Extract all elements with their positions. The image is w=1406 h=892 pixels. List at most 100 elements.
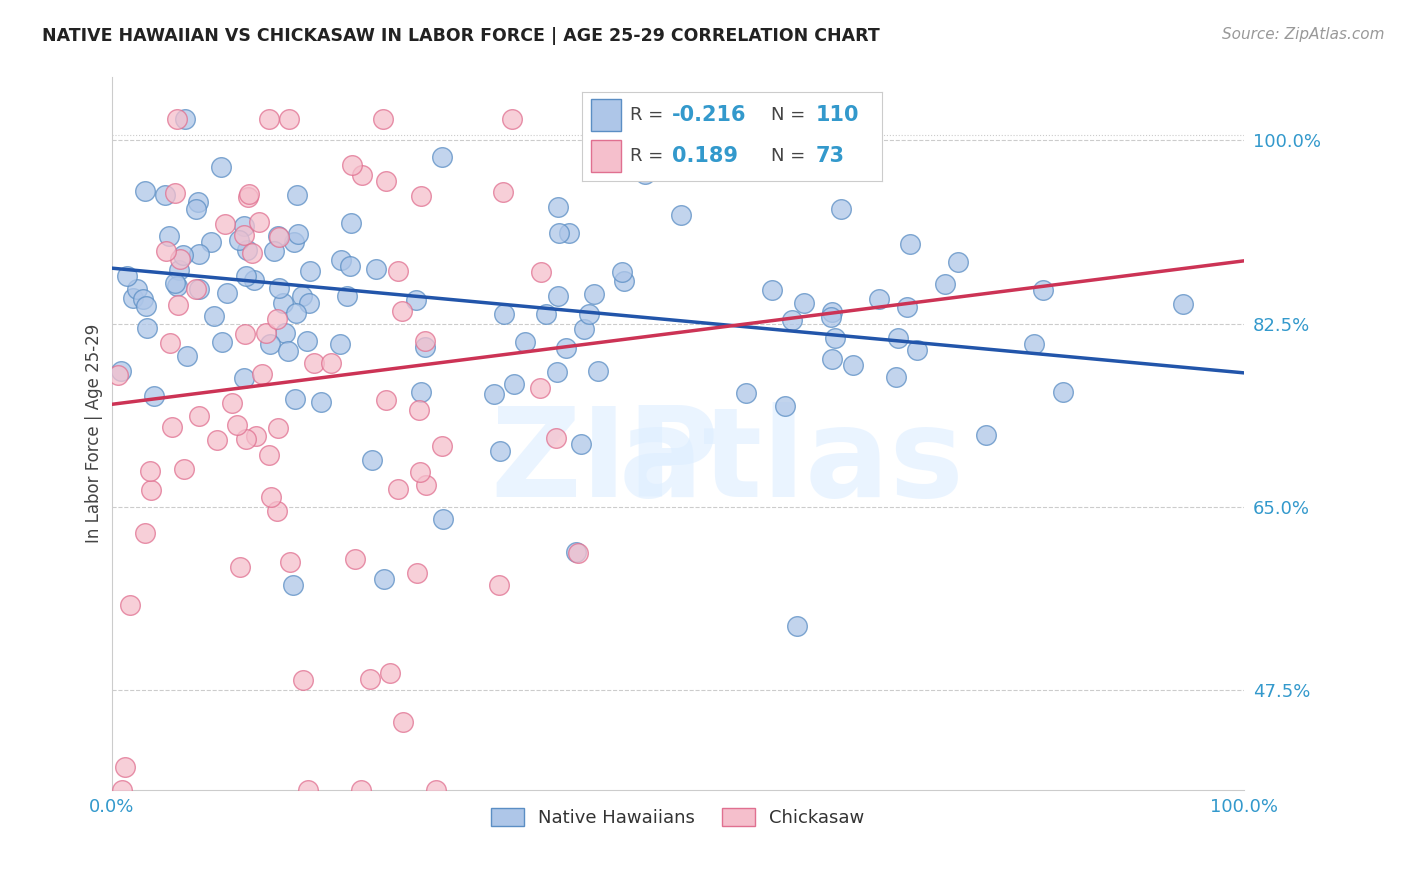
Point bbox=[200, 235, 222, 249]
Point bbox=[350, 783, 373, 797]
Point bbox=[572, 322, 595, 336]
Point bbox=[820, 310, 842, 324]
Point bbox=[413, 340, 436, 354]
Point bbox=[240, 246, 263, 260]
Point bbox=[284, 392, 307, 406]
Point bbox=[366, 261, 388, 276]
Point bbox=[229, 560, 252, 574]
Point bbox=[211, 334, 233, 349]
Point bbox=[260, 490, 283, 504]
Y-axis label: In Labor Force | Age 25-29: In Labor Force | Age 25-29 bbox=[86, 324, 103, 543]
Point bbox=[391, 304, 413, 318]
Point bbox=[214, 217, 236, 231]
Point bbox=[233, 326, 256, 341]
Point bbox=[413, 334, 436, 349]
Point bbox=[236, 244, 259, 258]
Point bbox=[411, 384, 433, 399]
Point bbox=[329, 337, 352, 351]
Point bbox=[374, 174, 396, 188]
Point bbox=[176, 349, 198, 363]
Point bbox=[283, 578, 305, 592]
Point bbox=[245, 428, 267, 442]
Legend: Native Hawaiians, Chickasaw: Native Hawaiians, Chickasaw bbox=[484, 801, 872, 834]
Point bbox=[110, 364, 132, 378]
Point bbox=[782, 313, 804, 327]
Point bbox=[350, 169, 373, 183]
Point bbox=[184, 202, 207, 216]
Point bbox=[292, 673, 315, 687]
Point bbox=[267, 228, 290, 243]
Point bbox=[235, 268, 257, 283]
Point bbox=[530, 265, 553, 279]
Point bbox=[172, 248, 194, 262]
Point bbox=[374, 393, 396, 408]
Text: atlas: atlas bbox=[619, 401, 965, 523]
Point bbox=[1032, 283, 1054, 297]
Point bbox=[302, 356, 325, 370]
Point bbox=[554, 341, 576, 355]
Point bbox=[127, 282, 149, 296]
Point bbox=[266, 311, 288, 326]
Point bbox=[868, 293, 890, 307]
Point bbox=[287, 227, 309, 241]
Point bbox=[283, 235, 305, 249]
Point bbox=[236, 190, 259, 204]
Point bbox=[267, 281, 290, 295]
Point bbox=[387, 483, 409, 497]
Point bbox=[243, 272, 266, 286]
Point bbox=[503, 377, 526, 392]
Point bbox=[166, 279, 188, 293]
Point bbox=[233, 228, 256, 243]
Point bbox=[187, 282, 209, 296]
Point bbox=[110, 783, 132, 797]
Point bbox=[169, 252, 191, 266]
Point bbox=[157, 228, 180, 243]
Point bbox=[610, 265, 633, 279]
Point bbox=[669, 208, 692, 222]
Point bbox=[339, 216, 361, 230]
Point bbox=[330, 252, 353, 267]
Point bbox=[228, 233, 250, 247]
Point bbox=[298, 264, 321, 278]
Point bbox=[238, 186, 260, 201]
Point bbox=[134, 526, 156, 541]
Point bbox=[934, 277, 956, 291]
Point bbox=[387, 264, 409, 278]
Point bbox=[254, 326, 277, 340]
Point bbox=[488, 578, 510, 592]
Point bbox=[415, 478, 437, 492]
Point bbox=[567, 546, 589, 560]
Point bbox=[139, 464, 162, 478]
Point bbox=[166, 112, 188, 127]
Point bbox=[408, 402, 430, 417]
Point bbox=[209, 160, 232, 174]
Point bbox=[167, 263, 190, 277]
Point bbox=[824, 331, 846, 345]
Point bbox=[547, 289, 569, 303]
Point bbox=[166, 298, 188, 312]
Point bbox=[432, 511, 454, 525]
Point bbox=[501, 112, 523, 127]
Point bbox=[547, 200, 569, 214]
Point bbox=[515, 334, 537, 349]
Point bbox=[380, 665, 402, 680]
Point bbox=[274, 326, 297, 340]
Point bbox=[257, 449, 280, 463]
Point bbox=[793, 296, 815, 310]
Point bbox=[373, 572, 395, 586]
Point bbox=[425, 783, 447, 797]
Point bbox=[267, 421, 290, 435]
Point bbox=[278, 112, 301, 127]
Point bbox=[107, 368, 129, 383]
Point bbox=[359, 672, 381, 686]
Point bbox=[277, 343, 299, 358]
Point bbox=[266, 504, 288, 518]
Point bbox=[830, 202, 852, 217]
Point bbox=[613, 274, 636, 288]
Point bbox=[271, 295, 294, 310]
Point bbox=[546, 365, 568, 379]
Point bbox=[735, 385, 758, 400]
Point bbox=[336, 289, 359, 303]
Point bbox=[409, 465, 432, 479]
Point bbox=[887, 330, 910, 344]
